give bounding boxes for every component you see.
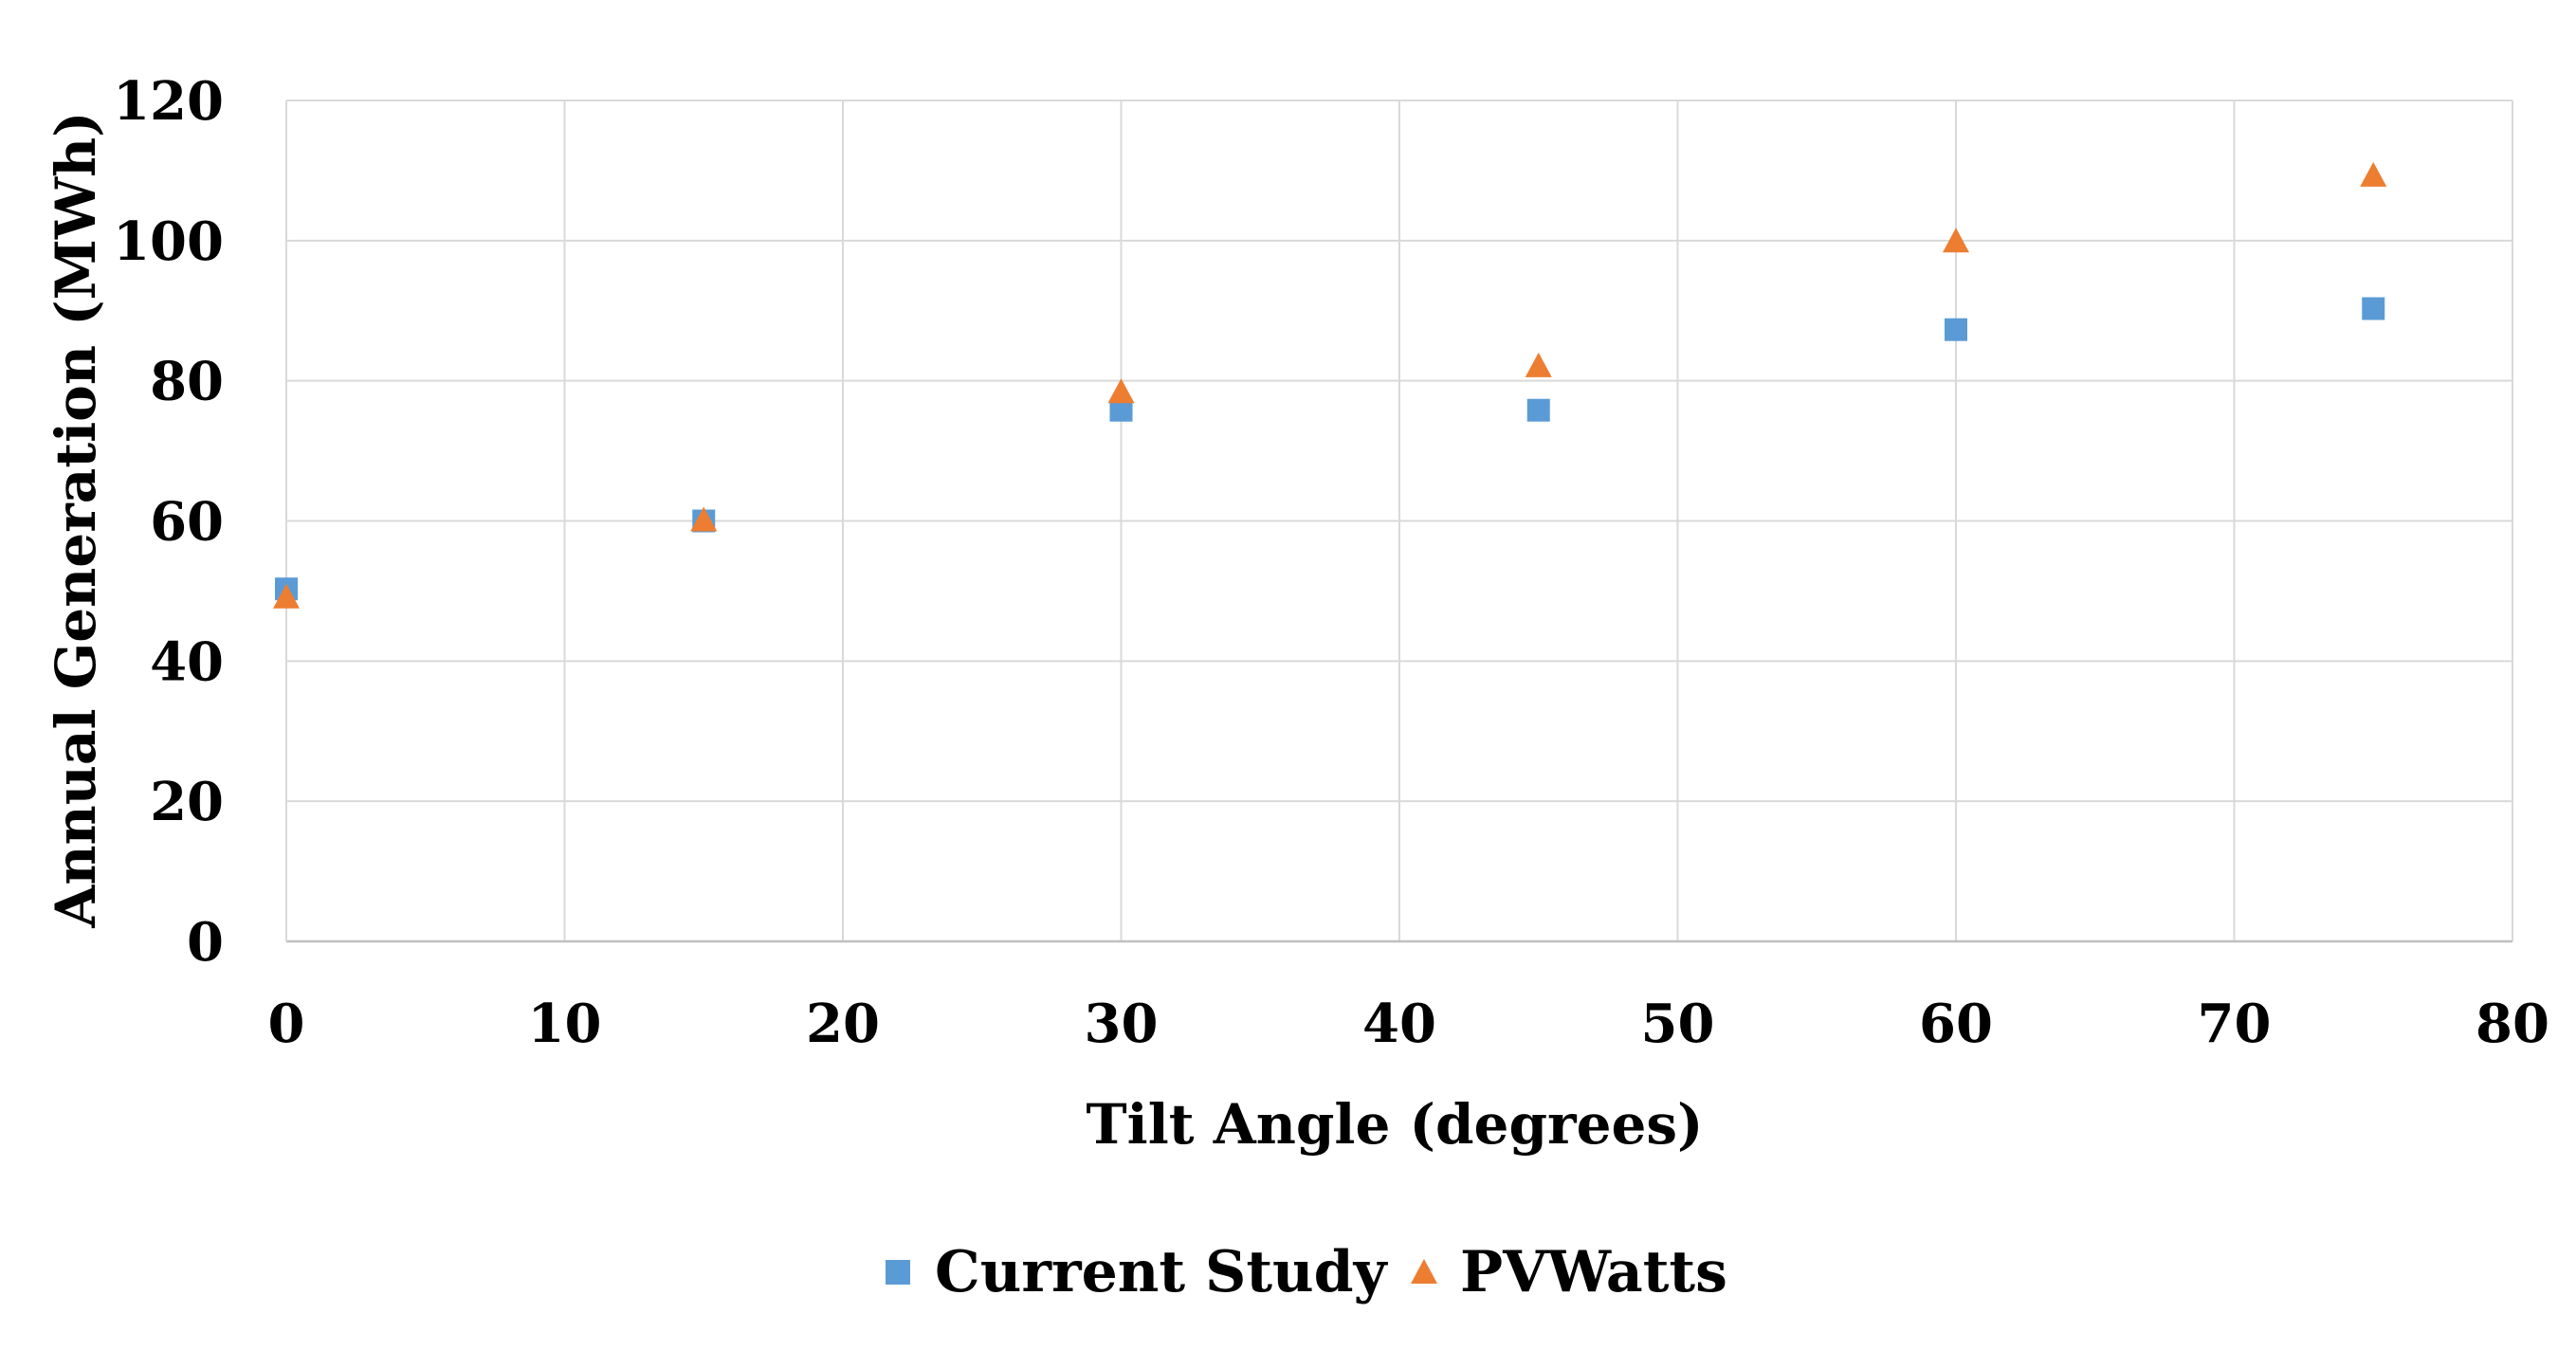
- point-current-study-60[interactable]: [1945, 318, 1967, 341]
- legend-item-current-study[interactable]: Current Study: [886, 1239, 1389, 1305]
- x-tick-label-0: 0: [268, 993, 305, 1055]
- x-tick-label-40: 40: [1362, 993, 1436, 1055]
- x-axis-ticks: 0 10 20 30 40 50 60 70 80: [268, 993, 2549, 1055]
- legend-marker-current-study: [886, 1260, 910, 1285]
- y-tick-label-120: 120: [113, 70, 224, 133]
- legend-marker-pvwatts: [1411, 1259, 1437, 1284]
- point-pvwatts-60[interactable]: [1943, 228, 1969, 253]
- grid: [285, 100, 2513, 942]
- x-axis-title: Tilt Angle (degrees): [1087, 1092, 1704, 1157]
- x-tick-label-80: 80: [2476, 993, 2549, 1055]
- y-axis-ticks: 0 20 40 60 80 100 120: [113, 70, 224, 974]
- point-pvwatts-30[interactable]: [1107, 378, 1135, 404]
- y-tick-label-0: 0: [187, 911, 224, 974]
- y-tick-label-60: 60: [150, 491, 224, 554]
- series-current-study: [275, 297, 2385, 601]
- point-pvwatts-45[interactable]: [1525, 352, 1552, 377]
- x-tick-label-60: 60: [1919, 993, 1993, 1055]
- x-tick-label-30: 30: [1085, 993, 1159, 1055]
- y-tick-label-80: 80: [150, 351, 224, 413]
- y-tick-label-20: 20: [150, 771, 224, 833]
- axes: [285, 100, 2512, 943]
- x-tick-label-50: 50: [1641, 993, 1715, 1055]
- point-pvwatts-75[interactable]: [2360, 161, 2387, 187]
- x-tick-label-20: 20: [806, 993, 880, 1055]
- x-tick-label-70: 70: [2198, 993, 2272, 1055]
- point-pvwatts-0[interactable]: [273, 583, 300, 609]
- point-pvwatts-15[interactable]: [690, 506, 718, 532]
- y-tick-label-100: 100: [113, 210, 224, 273]
- legend: Current Study PVWatts: [886, 1239, 1727, 1305]
- y-axis-title: Annual Generation (MWh): [44, 111, 108, 928]
- point-current-study-45[interactable]: [1526, 398, 1550, 422]
- data-series: [273, 161, 2387, 609]
- legend-item-pvwatts[interactable]: PVWatts: [1411, 1239, 1727, 1305]
- x-tick-label-10: 10: [528, 993, 602, 1055]
- y-tick-label-40: 40: [150, 630, 224, 693]
- legend-label-current-study: Current Study: [935, 1239, 1389, 1305]
- series-pvwatts: [273, 161, 2387, 609]
- point-current-study-75[interactable]: [2362, 297, 2385, 320]
- legend-label-pvwatts: PVWatts: [1460, 1239, 1727, 1305]
